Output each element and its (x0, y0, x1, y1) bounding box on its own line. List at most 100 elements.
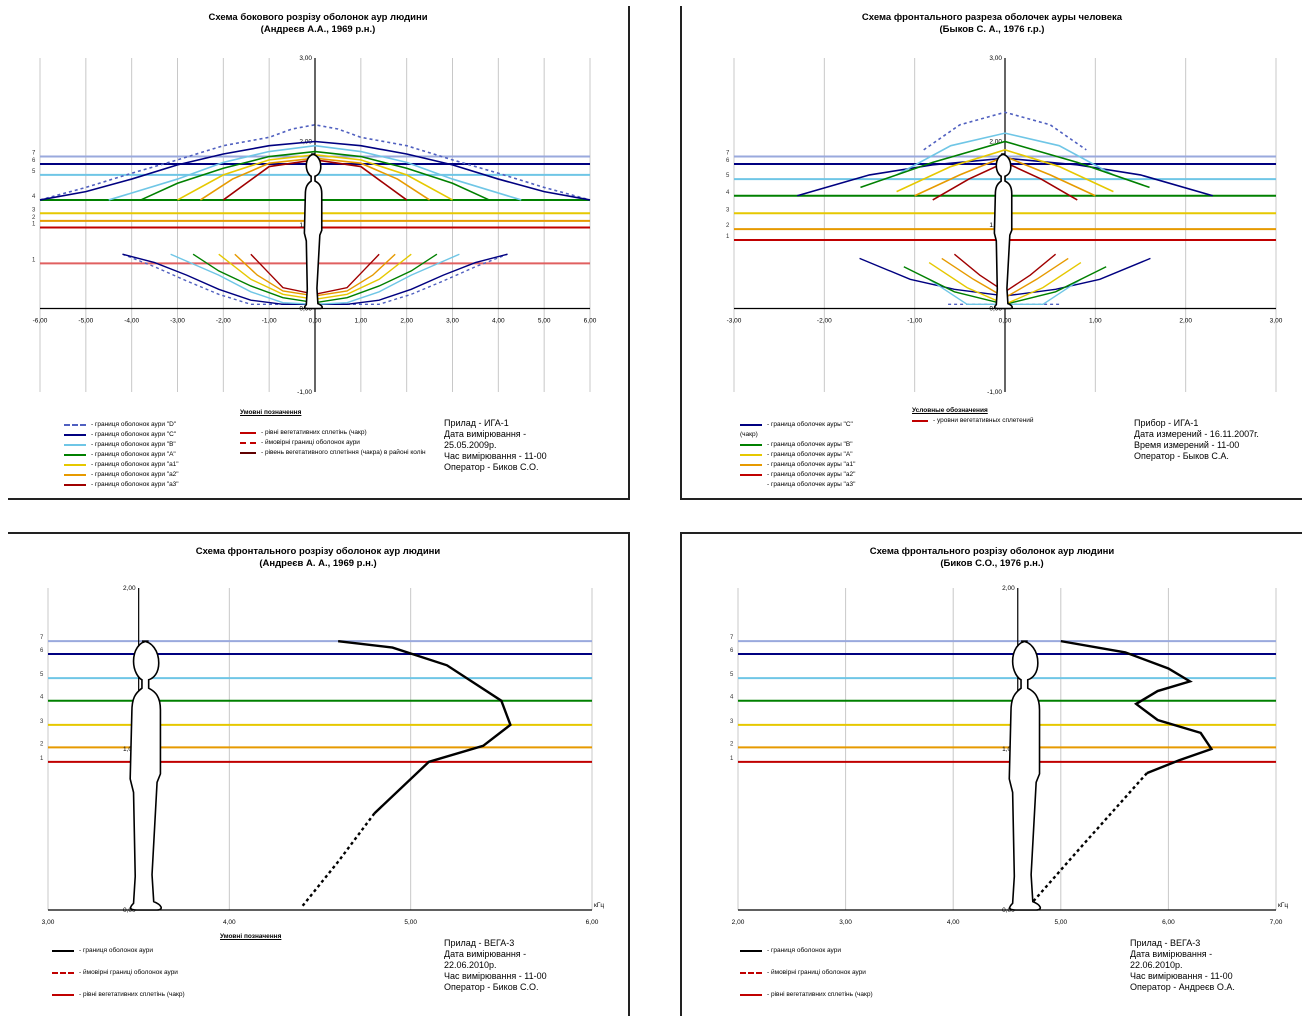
info-line: Час вимірювання - 11-00 (1130, 971, 1233, 981)
measurement-info: Прилад - ВЕГА-3 Дата вимірювання - 22.06… (1130, 938, 1235, 993)
x-tick-label: 5,00 (538, 318, 551, 325)
human-figure (129, 640, 162, 911)
legend-item: - границя оболонок аури (740, 940, 873, 962)
info-line: Прилад - ВЕГА-3 (444, 938, 515, 948)
y-tick-label: 1,00 (1002, 746, 1015, 753)
legend: - границя оболонок аури - ймовірні грани… (740, 940, 873, 1006)
x-unit-label: кГц (594, 902, 604, 909)
y-tick-label: 3,00 (989, 55, 1002, 62)
legend-item: - рівні вегетативних сплетінь (чакр) (740, 984, 873, 1006)
legend-header: Умовні позначення (240, 409, 302, 416)
chart-subtitle: (Андреєв А.А., 1969 р.н.) (260, 24, 376, 35)
x-tick-label: -3,00 (170, 318, 185, 325)
legend: - границя оболонок аури "D" - границя об… (64, 420, 179, 490)
x-tick-label: -6,00 (33, 318, 48, 325)
legend-label: - рівні вегетативних сплетінь (чакр) (261, 429, 367, 436)
legend-label: - границя оболонок аури "a2" (91, 471, 179, 478)
legend-item: - ймовірні границі оболонок аури (52, 962, 185, 984)
x-tick-label: 4,00 (492, 318, 505, 325)
measurement-info: Прибор - ИГА-1 Дата измерений - 16.11.20… (1134, 418, 1259, 462)
legend-secondary: Умовні позначення (220, 932, 281, 942)
info-line: Оператор - Биков С.О. (444, 462, 539, 472)
legend-label: - рівень вегетативного сплетіння (чакра)… (261, 449, 426, 456)
info-line: Час вимірювання - 11-00 (444, 971, 547, 981)
x-tick-label: 3,00 (839, 919, 852, 926)
legend-item: - уровни вегетативных сплетений (912, 416, 1034, 426)
x-tick-label: 4,00 (223, 919, 236, 926)
info-line: Прибор - ИГА-1 (1134, 418, 1199, 428)
legend-item: - границя оболонок аури "a1" (64, 460, 179, 470)
level-label: 6 (40, 648, 44, 654)
legend-item: - границя оболонок аури "D" (64, 420, 179, 430)
legend-label: - уровни вегетативных сплетений (933, 417, 1034, 424)
legend-label: - границя оболонок аури "C" (91, 431, 177, 438)
legend-item: - ймовірні границі оболонок аури (740, 962, 873, 984)
legend-label: - границя оболонок аури (767, 947, 841, 954)
legend-item: - границя оболонок аури "C" (64, 430, 179, 440)
legend-item: - граница оболочек ауры "C" (740, 420, 855, 430)
legend-item: - граница оболочек ауры "B" (740, 440, 855, 450)
legend-label: - границя оболонок аури "D" (91, 421, 177, 428)
level-label: 7 (32, 151, 36, 157)
legend-item: - граница оболочек ауры "a1" (740, 460, 855, 470)
x-tick-label: 3,00 (1270, 318, 1283, 325)
level-label: 2 (730, 741, 734, 747)
x-tick-label: 7,00 (1270, 919, 1283, 926)
legend-item: - рівень вегетативного сплетіння (чакра)… (240, 448, 426, 458)
level-label: 5 (726, 173, 730, 179)
info-line: 25.05.2009р. (444, 440, 497, 450)
info-line: Дата измерений - 16.11.2007г. (1134, 429, 1259, 439)
level-label: 6 (32, 158, 36, 164)
legend-label: - границя оболонок аури "a1" (91, 461, 179, 468)
measurement-info: Прилад - ИГА-1 Дата вимірювання - 25.05.… (444, 418, 547, 473)
info-line: Дата вимірювання - (1130, 949, 1213, 959)
legend-label: - границя оболонок аури "B" (91, 441, 176, 448)
chart-subtitle: (Биков С.О., 1976 р.н.) (940, 558, 1044, 569)
info-line: Оператор - Быков С.А. (1134, 451, 1229, 461)
legend-label: - границя оболонок аури (79, 947, 153, 954)
level-label: 6 (730, 648, 734, 654)
level-label: 5 (730, 672, 734, 678)
legend-item: - границя оболонок аури "a2" (64, 470, 179, 480)
y-tick-label: 0,00 (1002, 907, 1015, 914)
info-line: 22.06.2010р. (444, 960, 497, 970)
chart-subtitle: (Андреєв А. А., 1969 р.н.) (259, 558, 377, 569)
series-line (300, 812, 376, 908)
legend-item: - границя оболонок аури "a3" (64, 480, 179, 490)
x-tick-label: -2,00 (817, 318, 832, 325)
legend-secondary: Условные обозначения - уровни вегетативн… (912, 406, 1034, 426)
legend-label: - ймовірні границі оболонок аури (79, 969, 178, 976)
x-tick-label: 1,00 (355, 318, 368, 325)
level-label: 1 (726, 234, 730, 240)
y-tick-label: 2,00 (123, 585, 136, 592)
info-line: Время измерений - 11-00 (1134, 440, 1240, 450)
x-tick-label: 1,00 (1089, 318, 1102, 325)
level-label: 6 (726, 158, 730, 164)
x-tick-label: 3,00 (42, 919, 55, 926)
level-label: 5 (40, 672, 44, 678)
x-tick-label: 3,00 (446, 318, 459, 325)
chart-panel-front-andreev: Схема фронтального розрізу оболонок аур … (8, 532, 630, 1016)
level-label: 4 (32, 194, 36, 200)
x-tick-label: -5,00 (78, 318, 93, 325)
level-label: 2 (726, 223, 730, 229)
legend-label: - граница оболочек ауры "a1" (767, 461, 856, 468)
legend-label: - граница оболочек ауры "a2" (767, 471, 856, 478)
x-tick-label: 2,00 (400, 318, 413, 325)
x-tick-label: 5,00 (404, 919, 417, 926)
legend-header: Условные обозначения (912, 407, 988, 414)
legend-item: - граница оболочек ауры "A" (740, 450, 855, 460)
level-label: 3 (726, 207, 730, 213)
series-line (108, 144, 522, 201)
chart-panel-side-andreev: Схема бокового розрізу оболонок аур люди… (8, 6, 630, 500)
series-line (896, 149, 1114, 193)
level-label: 1 (32, 257, 36, 263)
legend: - границя оболонок аури - ймовірні грани… (52, 940, 185, 1006)
x-tick-label: -1,00 (262, 318, 277, 325)
legend-label: - границя оболонок аури "a3" (91, 481, 179, 488)
y-tick-label: 3,00 (299, 55, 312, 62)
legend-label: - границя оболонок аури "A" (91, 451, 176, 458)
level-label: 1 (40, 756, 44, 762)
legend-item: - ймовірні границі оболонок аури (240, 438, 426, 448)
series-line (896, 132, 1114, 176)
